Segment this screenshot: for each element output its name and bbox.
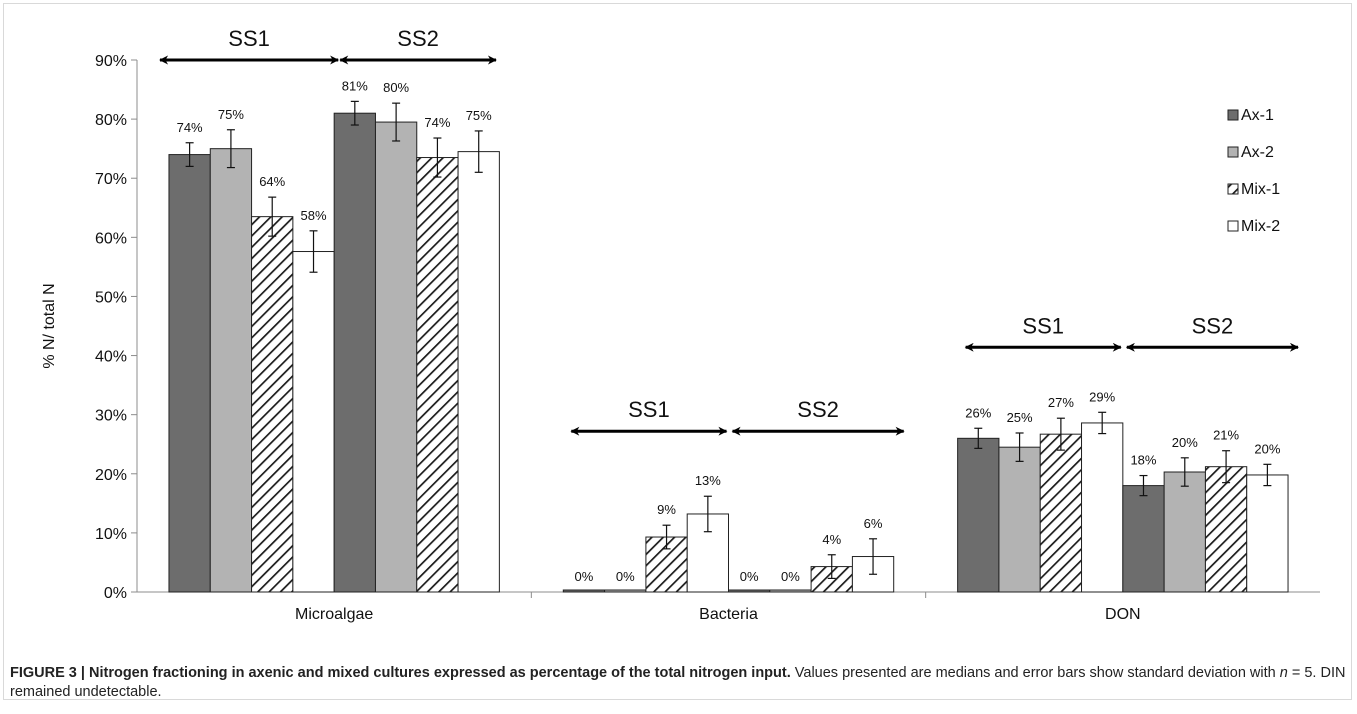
data-label: 4% — [822, 532, 841, 547]
group-label: SS2 — [397, 26, 439, 51]
data-label: 81% — [342, 78, 368, 93]
y-tick-label: 60% — [95, 230, 127, 247]
data-label: 0% — [781, 569, 800, 584]
data-label: 75% — [218, 107, 244, 122]
legend-swatch-ax-2 — [1227, 146, 1239, 158]
data-label: 0% — [616, 569, 635, 584]
y-tick-label: 40% — [95, 349, 127, 366]
x-category-label: DON — [1105, 606, 1141, 623]
figure-frame — [3, 3, 1352, 700]
data-label: 74% — [177, 120, 203, 135]
legend-swatch-mix-2 — [1227, 220, 1239, 232]
data-label: 58% — [301, 208, 327, 223]
y-tick-label: 10% — [95, 526, 127, 543]
x-category-label: Bacteria — [699, 606, 758, 623]
data-label: 18% — [1130, 453, 1156, 468]
bars: 74% 75% 64% 58% 81% 80% 74% 75% 0% 0% 9% 13% 0% 0% 4% 6… — [168, 78, 1289, 593]
data-label: 29% — [1089, 389, 1115, 404]
bar-mix-1 — [416, 157, 459, 593]
bar-ax-2 — [1163, 471, 1206, 593]
bar-mix-2 — [1081, 422, 1124, 593]
bar-ax-2 — [374, 121, 418, 593]
y-tick-label: 30% — [95, 408, 127, 425]
bar-mix-1 — [1039, 433, 1083, 593]
y-tick-label: 0% — [104, 585, 127, 602]
legend-swatch-ax-1 — [1227, 109, 1239, 121]
axes: 0% 10% 20% 30% 40% 50% 60% 70% 80% 90% % N/ total … — [41, 53, 1320, 623]
group-label: SS1 — [228, 26, 270, 51]
caption-body: Values presented are medians and error b… — [790, 665, 1280, 681]
bar-chart: 0% 10% 20% 30% 40% 50% 60% 70% 80% 90% % N/ total … — [41, 26, 1320, 623]
y-tick-label: 20% — [95, 467, 127, 484]
data-label: 13% — [695, 473, 721, 488]
group-label: SS1 — [1022, 313, 1064, 338]
legend-label: Mix-1 — [1241, 181, 1280, 198]
bar-ax-1 — [1122, 485, 1165, 593]
bar-mix-1 — [251, 216, 294, 593]
legend: Ax-1 Ax-2 Mix-1 Mix-2 — [1227, 107, 1280, 235]
bar-ax-1 — [957, 437, 1000, 593]
data-label: 21% — [1213, 428, 1239, 443]
legend-swatch-mix-1 — [1227, 183, 1239, 195]
data-label: 64% — [259, 174, 285, 189]
data-label: 74% — [424, 115, 450, 130]
bar-ax-2 — [209, 148, 253, 593]
data-label: 20% — [1172, 435, 1198, 450]
caption-body-end: = 5. DIN remained undetectable. — [10, 665, 1346, 700]
data-label: 75% — [466, 108, 492, 123]
y-tick-label: 90% — [95, 53, 127, 70]
caption-title: FIGURE 3 | Nitrogen fractioning in axeni… — [10, 665, 791, 681]
bar-mix-2 — [1246, 474, 1289, 593]
data-label: 0% — [575, 569, 594, 584]
bar-mix-2 — [292, 251, 335, 593]
legend-label: Ax-1 — [1241, 107, 1274, 124]
group-label: SS1 — [628, 397, 670, 422]
bar-ax-1 — [333, 112, 376, 593]
y-tick-label: 50% — [95, 289, 127, 306]
legend-label: Ax-2 — [1241, 144, 1274, 161]
bar-ax-1 — [168, 154, 211, 593]
data-label: 80% — [383, 80, 409, 95]
group-label: SS2 — [1192, 313, 1234, 338]
caption-n-symbol: n — [1279, 665, 1288, 681]
figure-caption: FIGURE 3 | Nitrogen fractioning in axeni… — [10, 664, 1350, 702]
bar-ax-2 — [769, 589, 812, 593]
group-label: SS2 — [797, 397, 839, 422]
legend-label: Mix-2 — [1241, 218, 1280, 235]
y-axis-title: % N/ total N — [41, 283, 58, 368]
bar-mix-1 — [1204, 466, 1248, 593]
data-label: 26% — [965, 405, 991, 420]
bar-ax-1 — [562, 589, 606, 593]
data-label: 6% — [864, 516, 883, 531]
data-label: 20% — [1254, 441, 1280, 456]
data-label: 0% — [740, 569, 759, 584]
y-tick-label: 70% — [95, 171, 127, 188]
group-annotations: SS1 SS2 SS1 SS2 SS1 SS2 — [159, 26, 1299, 436]
bar-mix-2 — [457, 151, 500, 593]
data-label: 9% — [657, 502, 676, 517]
data-label: 27% — [1048, 395, 1074, 410]
bar-ax-2 — [998, 446, 1041, 593]
y-tick-label: 80% — [95, 112, 127, 129]
bar-ax-2 — [604, 589, 647, 593]
data-label: 25% — [1007, 410, 1033, 425]
x-category-label: Microalgae — [295, 606, 373, 623]
bar-ax-1 — [728, 589, 771, 593]
